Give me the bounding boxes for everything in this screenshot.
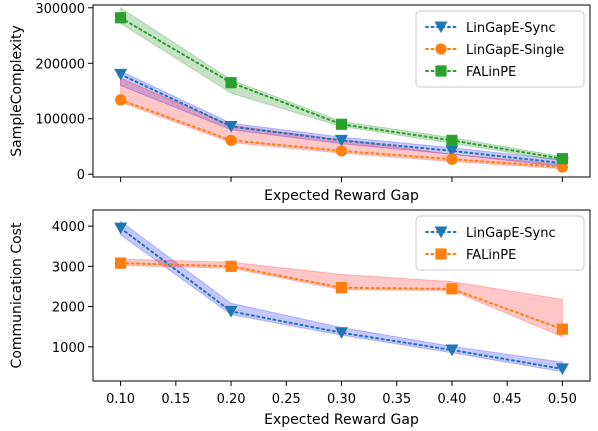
data-point-lingape-sync <box>335 134 348 147</box>
x-axis-label: Expected Reward Gap <box>264 412 419 428</box>
x-tick-label: 0.40 <box>437 392 466 407</box>
y-axis-label: SampleComplexity <box>9 25 25 157</box>
x-tick-label: 0.25 <box>272 392 301 407</box>
legend-label: FALinPE <box>466 248 516 263</box>
legend-label: LinGapE-Sync <box>466 21 556 36</box>
data-point-lingape-single <box>115 94 127 106</box>
x-tick-label: 0.50 <box>548 392 577 407</box>
data-point-lingape-single <box>225 134 237 146</box>
legend-label: FALinPE <box>466 65 516 80</box>
plot-area <box>114 220 569 376</box>
legend-marker <box>434 21 448 34</box>
data-point-falinpe <box>556 153 568 165</box>
data-point-falinpe <box>446 283 458 295</box>
data-point-falinpe <box>335 282 348 294</box>
data-point-falinpe <box>556 323 568 335</box>
legend-marker <box>435 65 447 77</box>
plot-area <box>114 6 569 173</box>
y-tick-label: 3000 <box>52 260 85 275</box>
data-point-lingape-sync <box>114 222 128 235</box>
legend-item: LinGapE-Sync <box>425 226 556 241</box>
y-tick-label: 2000 <box>52 301 85 316</box>
x-tick-label: 0.15 <box>161 392 190 407</box>
y-tick-label: 4000 <box>52 220 85 235</box>
legend-item: LinGapE-Sync <box>425 21 556 36</box>
legend-item: FALinPE <box>425 248 516 263</box>
y-axis-label: Communication Cost <box>9 222 25 368</box>
series-line-falinpe <box>119 262 564 331</box>
legend-box <box>415 215 585 271</box>
legend-item: LinGapE-Single <box>425 43 564 58</box>
x-tick-label: 0.30 <box>327 392 356 407</box>
data-point-falinpe <box>115 257 127 269</box>
legend: LinGapE-Sync LinGapE-Single FALinPE <box>415 10 585 88</box>
y-tick-label: 200000 <box>35 57 85 72</box>
sample-complexity-chart: 0 100000 200000 300000 Expected Reward Gap Sa… <box>9 2 591 204</box>
data-point-lingape-single <box>335 145 348 157</box>
legend-marker <box>434 226 448 239</box>
data-point-lingape-sync <box>114 68 128 81</box>
legend-item: FALinPE <box>425 65 516 80</box>
x-axis-label: Expected Reward Gap <box>264 188 419 204</box>
y-tick-label: 1000 <box>52 341 85 356</box>
x-tick-label: 0.10 <box>106 392 135 407</box>
x-tick-label: 0.45 <box>493 392 522 407</box>
y-tick-label: 100000 <box>35 113 85 128</box>
x-tick-label: 0.35 <box>382 392 411 407</box>
data-point-falinpe <box>446 134 458 146</box>
y-tick-label: 0 <box>77 168 85 183</box>
y-tick-label: 300000 <box>35 2 85 17</box>
legend-marker <box>435 43 447 55</box>
series-line-lingape-single <box>119 98 564 168</box>
data-point-lingape-single <box>446 153 458 165</box>
data-point-falinpe <box>225 77 237 89</box>
legend-label: LinGapE-Single <box>466 43 564 58</box>
legend: LinGapE-Sync FALinPE <box>415 215 585 271</box>
data-point-lingape-sync <box>224 120 238 133</box>
data-point-falinpe <box>115 12 127 24</box>
data-point-lingape-sync <box>445 145 459 158</box>
data-point-falinpe <box>335 118 348 130</box>
communication-cost-chart: 1000 2000 3000 4000 0.10 0.15 0.20 0.25 0.30 0.35… <box>9 209 591 428</box>
legend-marker <box>435 248 447 260</box>
legend-box <box>415 10 585 88</box>
data-point-lingape-sync <box>335 327 348 339</box>
data-point-lingape-sync <box>555 363 569 376</box>
data-point-lingape-sync <box>224 305 238 318</box>
data-point-lingape-sync <box>445 344 459 357</box>
x-tick-label: 0.20 <box>217 392 246 407</box>
legend-label: LinGapE-Sync <box>466 226 556 241</box>
series-line-falinpe <box>119 16 564 160</box>
data-point-falinpe <box>225 260 237 272</box>
